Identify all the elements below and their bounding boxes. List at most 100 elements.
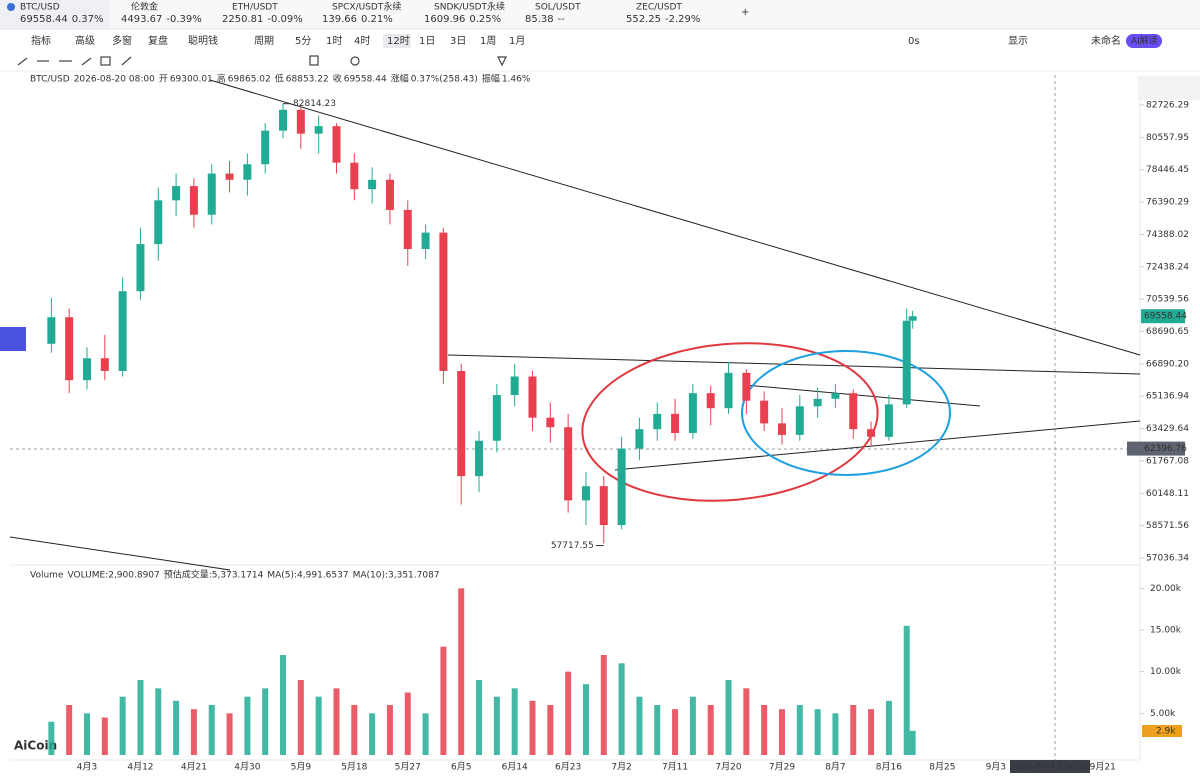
draw-panel[interactable]	[1138, 76, 1200, 100]
candle-body	[908, 316, 917, 321]
candle-body	[635, 429, 644, 449]
ticker-name[interactable]: 伦敦金	[131, 1, 158, 13]
toolbar-item[interactable]: 5分	[295, 35, 311, 47]
volume-bar	[778, 709, 785, 755]
candle-body	[599, 486, 608, 526]
x-tick-label: 6月5	[451, 762, 471, 773]
toolbar-item[interactable]: 3日	[450, 36, 466, 47]
toolbar-item[interactable]: 指标	[31, 34, 51, 47]
info-label: 振幅	[482, 73, 500, 85]
candle-body	[475, 440, 484, 477]
toolbar-item[interactable]: 12时	[387, 35, 410, 47]
crosshair-price: 62396.76	[1144, 444, 1187, 454]
ticker-price[interactable]: 2250.81	[222, 14, 263, 25]
candle-body	[653, 413, 662, 430]
volume-bar	[868, 709, 875, 755]
x-tick-label: 7月2	[611, 762, 631, 773]
ticker-change[interactable]: -0.09%	[267, 14, 302, 25]
candle-body	[403, 209, 412, 250]
trend-lines[interactable]	[9, 79, 1141, 571]
toolbar-item[interactable]: 周期	[254, 35, 274, 47]
volume-tick-label: 5.00k	[1150, 709, 1176, 719]
ticker-name[interactable]: BTC/USD	[20, 3, 60, 13]
volume-bar	[84, 713, 90, 755]
volume-bar	[814, 709, 821, 755]
x-tick-label: 9月3	[986, 762, 1006, 773]
toolbar-item[interactable]: 多窗	[112, 34, 132, 47]
highlight-ellipse[interactable]	[741, 350, 951, 476]
volume-bar	[903, 625, 910, 755]
info-label: 低	[275, 73, 284, 85]
candle-body	[47, 317, 56, 344]
ticker-change[interactable]: 0.37%	[72, 14, 104, 25]
volume-bar	[119, 696, 126, 755]
info-value: 69558.44	[344, 75, 387, 85]
toolbar-item[interactable]: 显示	[1008, 35, 1028, 47]
y-tick-label: 74388.02	[1146, 230, 1189, 240]
candle-body	[100, 358, 109, 371]
ticker-change[interactable]: 0.25%	[469, 14, 501, 25]
ticker-price[interactable]: 4493.67	[121, 14, 162, 25]
ticker-price[interactable]: 1609.96	[424, 14, 465, 25]
toolbar-item[interactable]: 高级	[75, 34, 95, 47]
ticker-name[interactable]: SPCX/USDT永续	[332, 1, 401, 13]
volume-bar	[190, 709, 197, 755]
volume-bar	[909, 730, 916, 755]
ticker-change[interactable]: -0.39%	[166, 14, 201, 25]
toolbar-item[interactable]: 1时	[326, 35, 342, 47]
toolbar-item[interactable]: 1周	[480, 35, 496, 47]
toolbar-item[interactable]: 1月	[509, 35, 525, 47]
toolbar-item[interactable]: 复盘	[148, 34, 168, 47]
y-tick-label: 68690.65	[1146, 327, 1189, 337]
y-tick-label: 72438.24	[1146, 262, 1189, 272]
volume-tick-label: 10.00k	[1150, 667, 1182, 677]
side-tab[interactable]	[0, 327, 26, 351]
toolbar-item[interactable]: 聪明钱	[188, 34, 218, 47]
volume-bar	[636, 696, 643, 755]
volume-bar	[440, 646, 447, 755]
ticker-change[interactable]: 0.21%	[361, 14, 393, 25]
y-tick-label: 82726.29	[1146, 100, 1189, 110]
ticker-name[interactable]: SNDK/USDT永续	[434, 1, 505, 13]
toolbar-item[interactable]: 0s	[908, 36, 920, 47]
volume-legend-value: 3,351.7087	[388, 571, 440, 581]
volume-legend-label: MA(10):	[353, 571, 388, 581]
volume-bar	[689, 696, 696, 755]
ticker-price[interactable]: 552.25	[626, 14, 661, 25]
toolbar-item[interactable]: 未命名	[1091, 34, 1121, 47]
ticker-change[interactable]: --	[558, 14, 566, 25]
volume-title: Volume	[30, 571, 64, 581]
info-label: 高	[217, 73, 226, 85]
crosshair-time: 2026-09-12 20:00	[1009, 763, 1090, 773]
x-tick-label: 8月16	[876, 762, 902, 773]
candle-body	[421, 232, 430, 250]
volume-bar	[832, 713, 839, 755]
ai-button-bg[interactable]	[1126, 34, 1162, 48]
ai-button[interactable]: AI解读	[1131, 35, 1158, 47]
crosshair-time-bg	[1010, 760, 1090, 773]
volume-bar	[547, 705, 554, 755]
toolbar-item[interactable]: 4时	[354, 35, 370, 47]
volume-bar	[244, 696, 251, 755]
volume-bar	[315, 696, 322, 755]
highlight-ellipse[interactable]	[576, 331, 884, 512]
ticker-price[interactable]: 69558.44	[20, 14, 68, 25]
ticker-name[interactable]: ZEC/USDT	[636, 3, 682, 13]
toolbar-item[interactable]: 1日	[419, 36, 435, 47]
ticker-name[interactable]: ETH/USDT	[232, 3, 278, 13]
volume-bar	[725, 680, 732, 755]
candle-body	[368, 179, 377, 190]
ticker-name[interactable]: SOL/USDT	[535, 3, 581, 13]
candle-body	[671, 413, 680, 433]
candle-body	[795, 406, 804, 435]
candle-body	[207, 173, 216, 215]
add-ticker[interactable]: +	[741, 7, 749, 18]
watermark: AiCoin	[14, 739, 57, 753]
ticker-price[interactable]: 139.66	[322, 14, 357, 25]
ticker-change[interactable]: -2.29%	[665, 14, 700, 25]
volume-legend-value: 4,991.6537	[297, 571, 349, 581]
ticker-price[interactable]: 85.38	[525, 14, 554, 25]
drawing-tools[interactable]	[17, 55, 507, 67]
volume-bar	[476, 680, 483, 755]
